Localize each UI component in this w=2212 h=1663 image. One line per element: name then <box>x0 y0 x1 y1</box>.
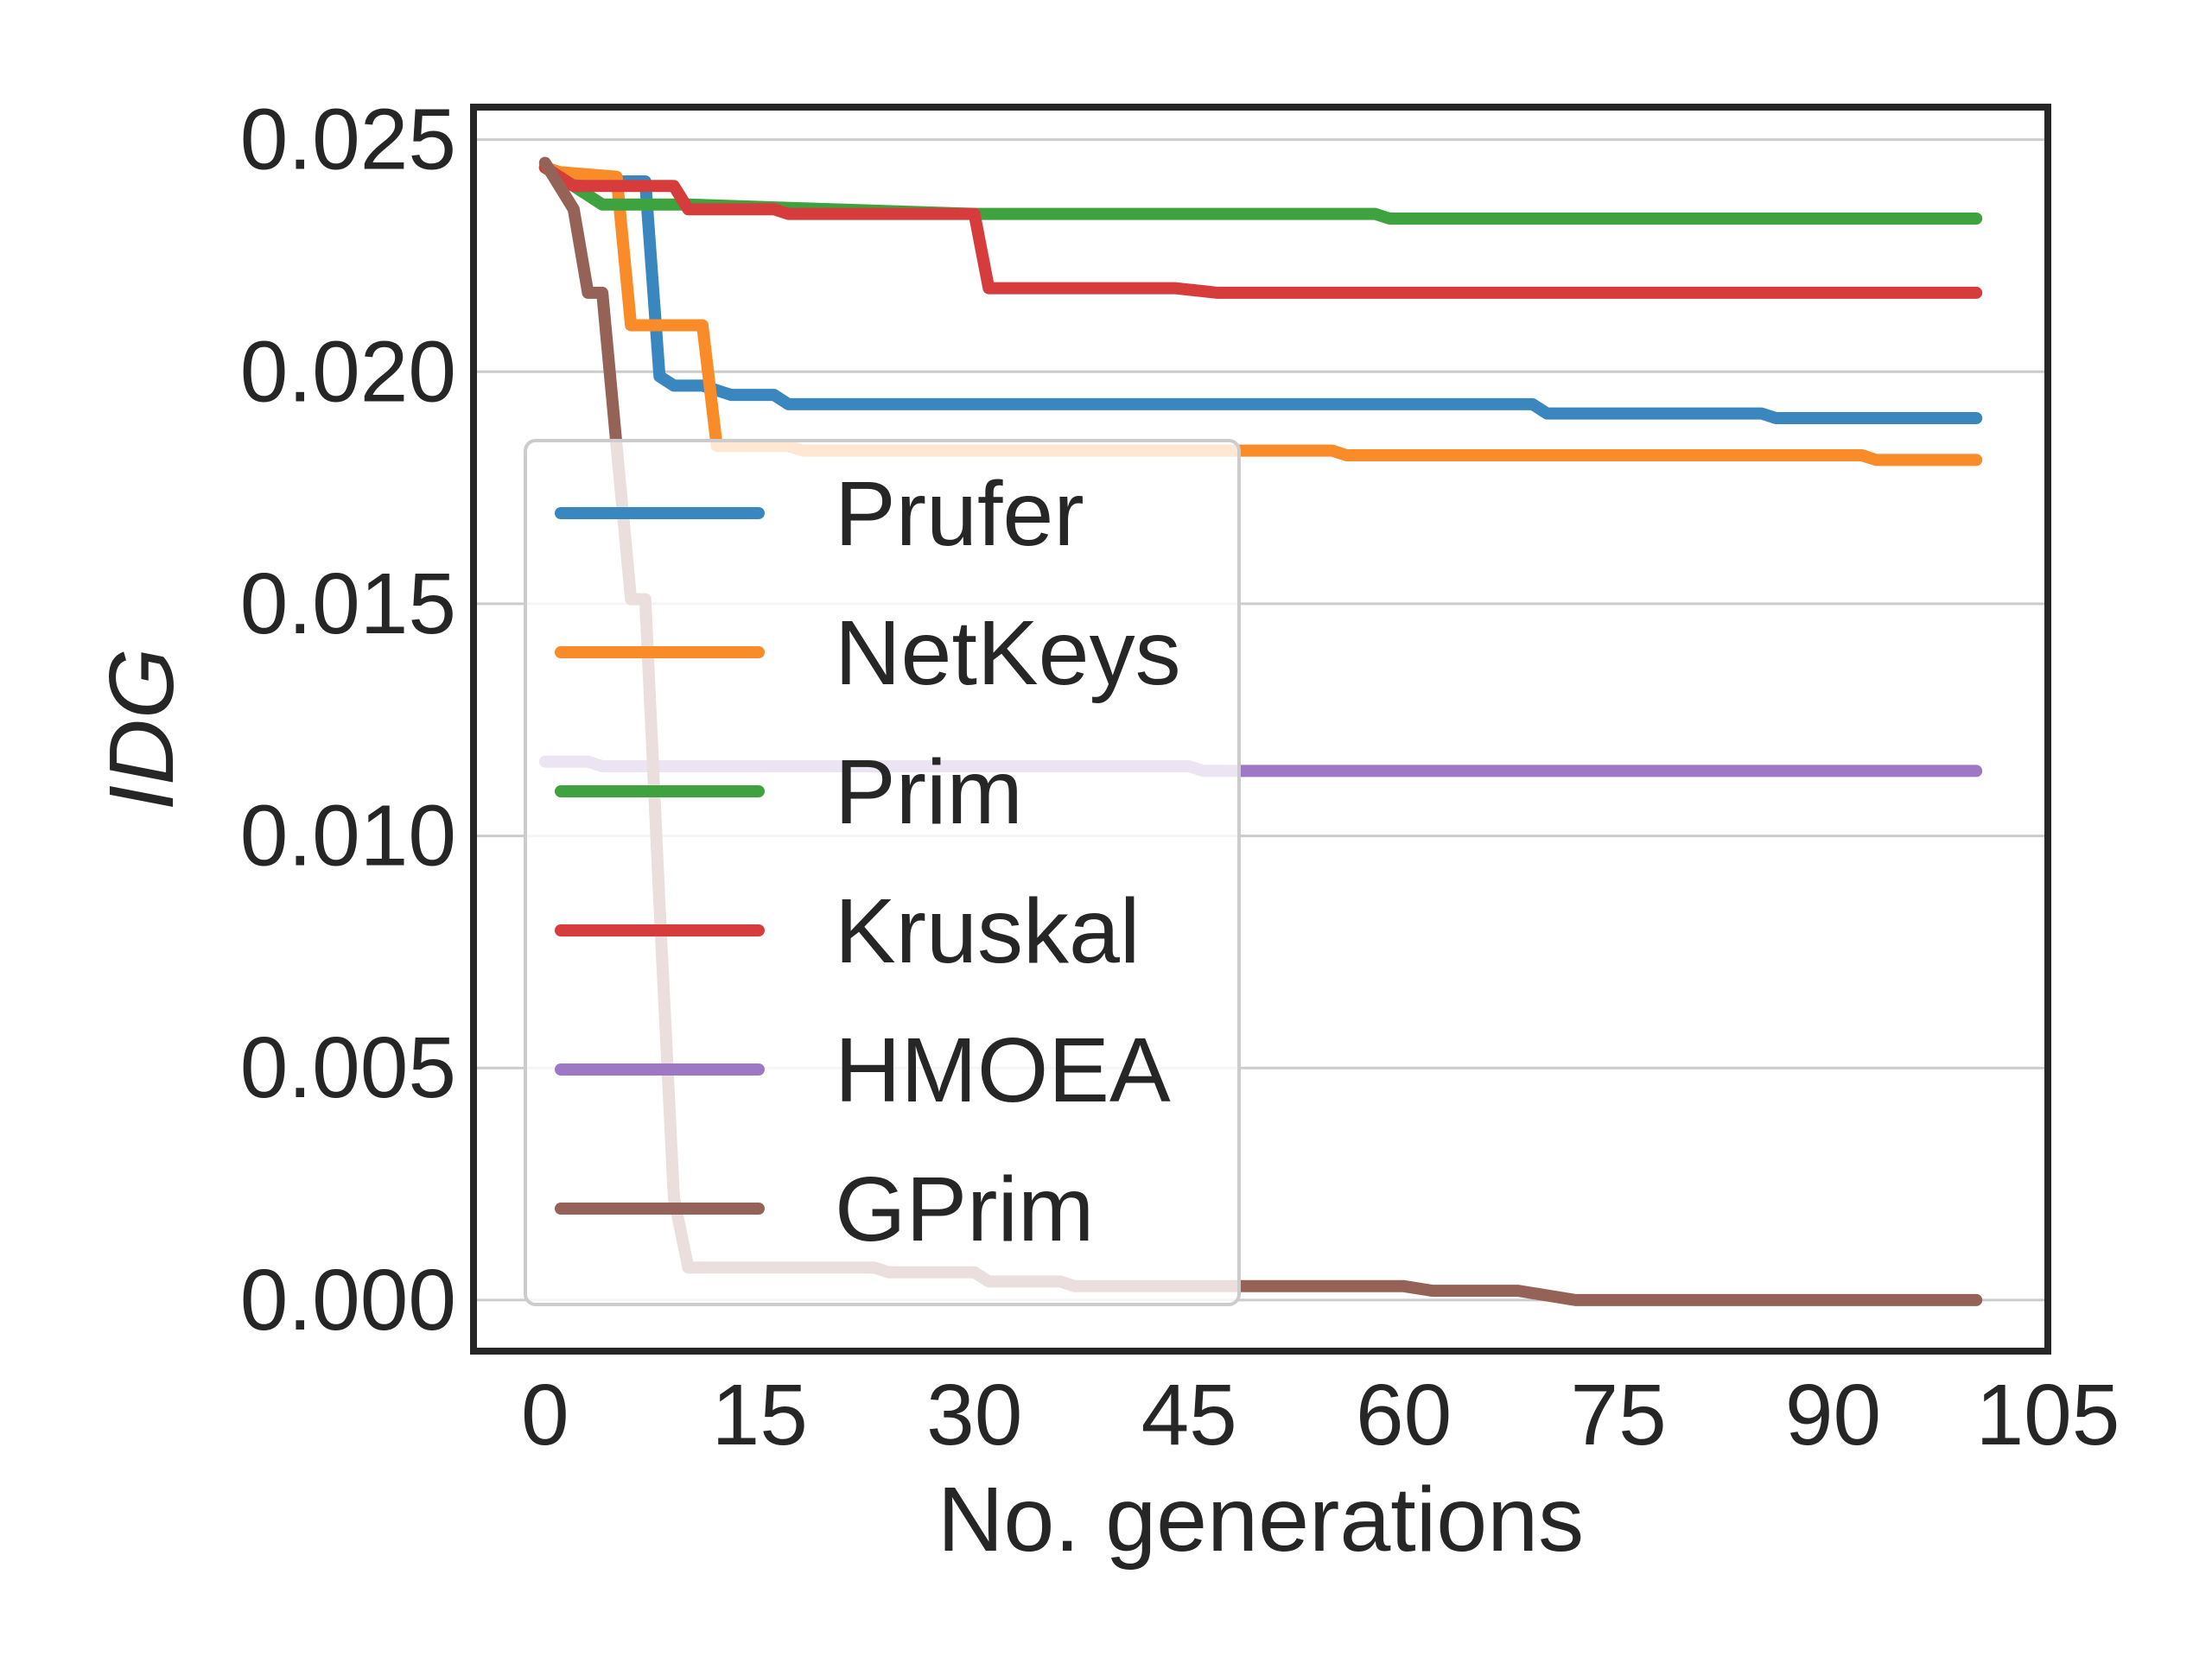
legend-label-kruskal: Kruskal <box>835 880 1140 982</box>
y-tick-label: 0.025 <box>240 92 456 188</box>
x-tick-label: 0 <box>521 1367 569 1463</box>
legend-label-netkeys: NetKeys <box>835 602 1181 704</box>
x-axis-ticks: 0 15 30 45 60 75 90 105 <box>521 1367 2120 1463</box>
legend-items: Prufer NetKeys Prim Kruskal HMOEA GPrim <box>555 463 1181 1260</box>
x-tick-label: 30 <box>926 1367 1022 1463</box>
y-tick-label: 0.010 <box>240 788 456 885</box>
y-axis-ticks: 0.000 0.005 0.010 0.015 0.020 0.025 <box>240 92 456 1349</box>
x-tick-label: 60 <box>1356 1367 1452 1463</box>
x-tick-label: 75 <box>1570 1367 1666 1463</box>
y-axis-label: IDG <box>91 648 193 810</box>
y-tick-label: 0.005 <box>240 1019 456 1116</box>
y-tick-label: 0.020 <box>240 323 456 420</box>
x-tick-label: 45 <box>1141 1367 1237 1463</box>
legend-label-prufer: Prufer <box>835 463 1084 565</box>
legend-label-hmoea: HMOEA <box>835 1019 1171 1121</box>
plot-frame <box>470 104 2051 1355</box>
y-tick-label: 0.015 <box>240 555 456 652</box>
x-tick-label: 90 <box>1785 1367 1881 1463</box>
series-line-kruskal <box>538 161 1983 299</box>
x-tick-label: 15 <box>712 1367 808 1463</box>
legend-label-gprim: GPrim <box>835 1158 1094 1260</box>
y-tick-label: 0.000 <box>240 1252 456 1349</box>
legend-label-prim: Prim <box>835 741 1023 843</box>
x-tick-label: 105 <box>1976 1367 2120 1463</box>
x-axis-label: No. generations <box>938 1469 1584 1571</box>
legend: Prufer NetKeys Prim Kruskal HMOEA GPrim <box>524 439 1241 1306</box>
